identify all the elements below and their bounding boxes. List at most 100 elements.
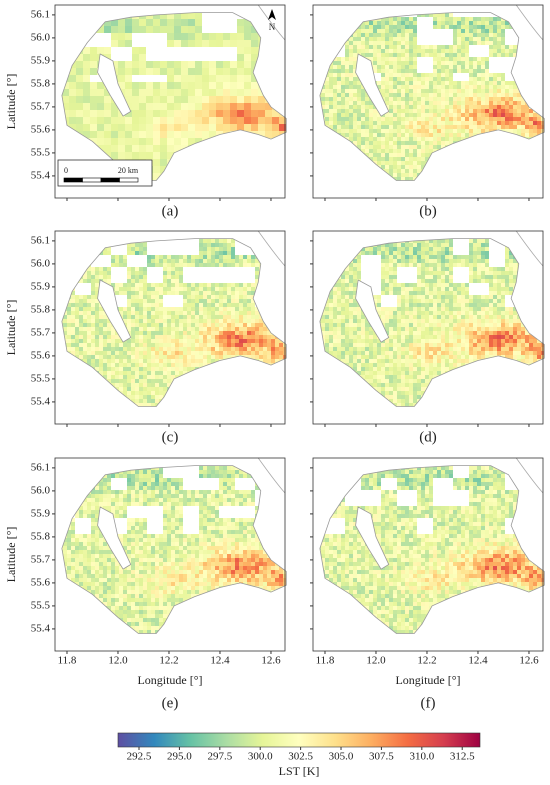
lst-cell (493, 101, 497, 105)
lst-cell (87, 303, 91, 307)
lst-cell (481, 161, 485, 165)
lst-cell (187, 339, 191, 343)
lst-cell (493, 25, 497, 29)
lst-cell (501, 173, 505, 177)
lst-cell (469, 77, 473, 81)
lst-cell (465, 69, 469, 73)
lst-cell (405, 105, 409, 109)
lst-cell (441, 153, 445, 157)
lst-cell (132, 138, 139, 145)
lst-cell (251, 26, 258, 33)
lst-cell (429, 145, 433, 149)
lst-cell (237, 40, 244, 47)
lst-cell (449, 85, 453, 89)
lst-cell (131, 231, 135, 235)
lst-cell (373, 33, 377, 37)
lst-cell (188, 117, 195, 124)
lst-cell (139, 407, 143, 411)
lst-cell (104, 47, 111, 54)
lst-cell (441, 21, 445, 25)
lst-cell (174, 33, 181, 40)
lst-cell (457, 113, 461, 117)
lst-cell (139, 295, 143, 299)
lst-cell (409, 165, 413, 169)
lst-cell (75, 251, 79, 255)
lst-cell (497, 181, 501, 185)
lst-cell (83, 315, 87, 319)
lst-cell (147, 359, 151, 363)
lst-cell (107, 387, 111, 391)
lst-cell (337, 85, 341, 89)
lst-cell (373, 53, 377, 57)
lst-cell (183, 379, 187, 383)
lst-cell (123, 259, 127, 263)
lst-cell (353, 65, 357, 69)
lst-cell (361, 189, 365, 193)
lst-cell (171, 259, 175, 263)
lst-cell (139, 103, 146, 110)
lst-cell (441, 125, 445, 129)
lst-cell (159, 291, 163, 295)
lst-cell (139, 152, 146, 159)
lst-cell (361, 85, 365, 89)
lst-cell (533, 49, 537, 53)
lst-cell (95, 367, 99, 371)
lst-cell (377, 133, 381, 137)
lst-cell (132, 61, 139, 68)
lst-cell (489, 193, 493, 197)
lst-cell (216, 82, 223, 89)
lst-cell (461, 29, 465, 33)
lst-cell (473, 97, 477, 101)
lst-cell (513, 129, 517, 133)
lst-cell (91, 319, 95, 323)
lst-cell (489, 145, 493, 149)
lst-cell (381, 12, 385, 13)
lst-cell (163, 371, 167, 375)
lst-cell (437, 77, 441, 81)
lst-cell (529, 149, 533, 153)
lst-cell (67, 291, 71, 295)
lst-cell (453, 17, 457, 21)
lst-cell (155, 391, 159, 395)
lst-cell (87, 419, 91, 423)
lst-cell (175, 279, 179, 283)
lst-cell (171, 275, 175, 279)
north-label: N (269, 22, 276, 32)
lst-cell (417, 121, 421, 125)
lst-cell (457, 101, 461, 105)
lst-cell (489, 149, 493, 153)
lst-cell (223, 180, 230, 181)
lst-cell (397, 181, 401, 185)
lst-cell (76, 19, 83, 26)
lst-cell (501, 73, 505, 77)
lst-cell (385, 181, 389, 185)
lst-cell (449, 17, 453, 21)
lst-cell (131, 339, 135, 343)
lst-cell (146, 82, 153, 89)
lst-cell (357, 193, 361, 197)
lst-cell (163, 339, 167, 343)
lst-cell (401, 125, 405, 129)
lst-cell (509, 5, 513, 9)
lst-cell (143, 339, 147, 343)
lst-cell (441, 109, 445, 113)
lst-cell (385, 97, 389, 101)
lst-cell (55, 239, 59, 243)
lst-cell (389, 61, 393, 65)
lst-cell (441, 157, 445, 161)
lst-cell (401, 21, 405, 25)
lst-cell (188, 68, 195, 75)
lst-cell (63, 395, 67, 399)
lst-cell (183, 355, 187, 359)
lst-cell (127, 419, 131, 423)
lst-cell (417, 185, 421, 189)
lst-cell (413, 93, 417, 97)
lst-cell (115, 399, 119, 403)
lst-cell (477, 169, 481, 173)
lst-cell (223, 82, 230, 89)
lst-cell (421, 161, 425, 165)
lst-cell (69, 33, 76, 40)
lst-cell (69, 138, 76, 145)
lst-cell (353, 153, 357, 157)
lst-cell (258, 152, 265, 159)
